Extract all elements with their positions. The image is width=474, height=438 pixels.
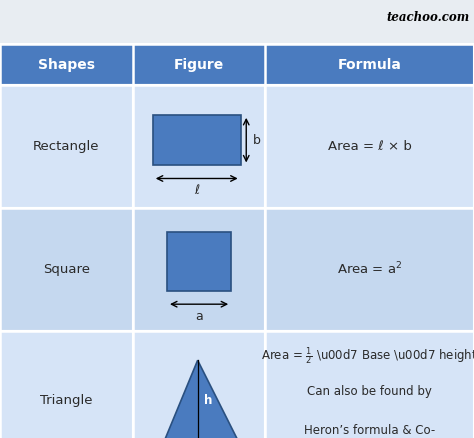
Text: Area = a$^2$: Area = a$^2$ xyxy=(337,261,402,278)
Text: Area = ℓ × b: Area = ℓ × b xyxy=(328,140,411,153)
Text: Can also be found by: Can also be found by xyxy=(307,385,432,398)
Text: teachoo.com: teachoo.com xyxy=(386,11,469,24)
Bar xyxy=(153,115,241,165)
Text: Formula: Formula xyxy=(338,58,401,71)
Text: Triangle: Triangle xyxy=(40,394,92,407)
Bar xyxy=(133,85,265,208)
Bar xyxy=(0,85,133,208)
Polygon shape xyxy=(162,360,241,438)
Text: Rectangle: Rectangle xyxy=(33,140,100,153)
Text: Figure: Figure xyxy=(174,58,224,71)
Bar xyxy=(265,208,474,331)
Bar xyxy=(133,331,265,438)
Bar xyxy=(0,331,133,438)
Text: Heron’s formula & Co-: Heron’s formula & Co- xyxy=(304,424,435,437)
Text: Square: Square xyxy=(43,263,90,276)
Text: b: b xyxy=(253,134,261,147)
Text: Area = $\frac{1}{2}$ \u00d7 Base \u00d7 height: Area = $\frac{1}{2}$ \u00d7 Base \u00d7 … xyxy=(261,345,474,367)
Text: h: h xyxy=(204,394,212,407)
Text: ℓ: ℓ xyxy=(194,184,199,197)
Bar xyxy=(133,208,265,331)
Bar xyxy=(265,331,474,438)
Text: Shapes: Shapes xyxy=(38,58,95,71)
Bar xyxy=(167,232,231,291)
Text: a: a xyxy=(195,310,203,323)
Bar xyxy=(0,208,133,331)
Bar xyxy=(0,44,474,85)
Bar xyxy=(265,85,474,208)
